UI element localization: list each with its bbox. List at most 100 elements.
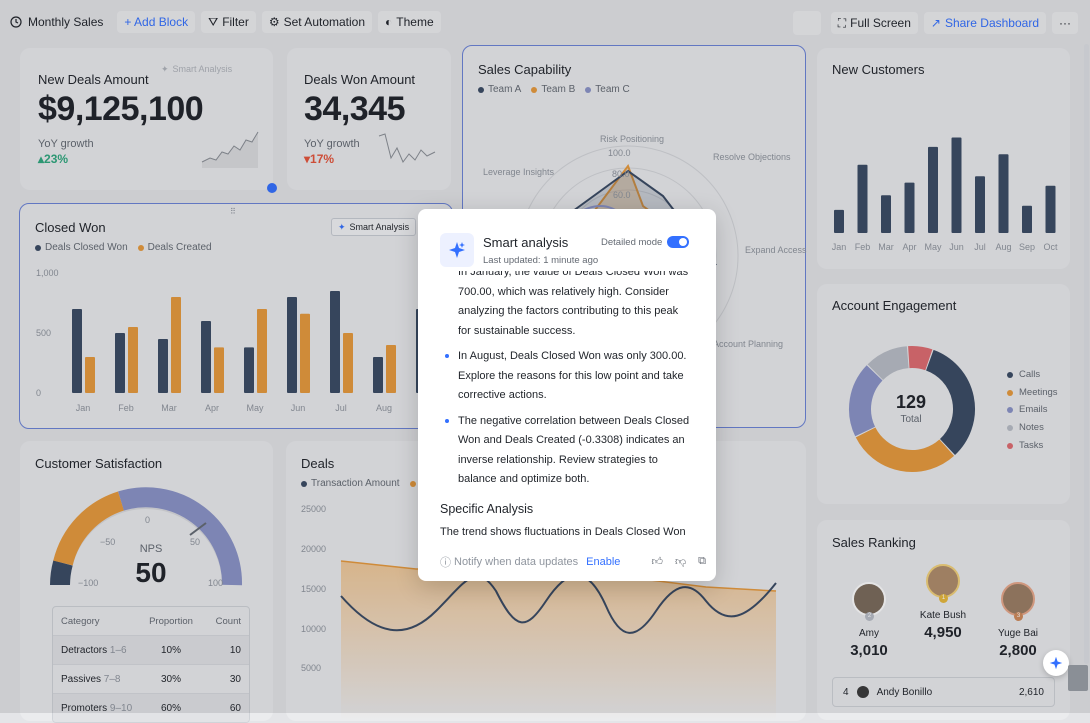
- new-customers-xtick: Jun: [949, 242, 964, 252]
- side-panel-handle[interactable]: [1068, 665, 1088, 691]
- theme-button[interactable]: ◐ Theme: [378, 11, 441, 33]
- deals-won-card[interactable]: Deals Won Amount 34,345 YoY growth ▾17%: [287, 48, 451, 190]
- legend-label: Notes: [1019, 422, 1044, 434]
- legend-team-b-label: Team B: [541, 84, 576, 95]
- row-category-range: 1–6: [109, 644, 127, 656]
- legend-meetings[interactable]: Meetings: [1007, 384, 1058, 402]
- closed-won-xtick: Mar: [161, 403, 177, 413]
- bar-deals-created: [257, 309, 267, 393]
- radar-tick-60: 60.0: [613, 190, 631, 200]
- closed-won-title: Closed Won: [35, 220, 106, 235]
- legend-dot: [1007, 407, 1013, 414]
- new-customers-bar: [904, 182, 915, 233]
- share-dashboard-button[interactable]: ↗ Share Dashboard: [923, 12, 1046, 34]
- ranking-row-rank: 4: [843, 686, 849, 698]
- copy-icon[interactable]: ⧉: [698, 555, 706, 567]
- table-row-detractors[interactable]: Detractors 1–6 10% 10: [53, 635, 249, 664]
- new-customers-card[interactable]: New Customers Jan Feb Mar Apr May Jun Jul Aug Se…: [817, 48, 1070, 269]
- legend-deals-created[interactable]: Deals Created: [137, 242, 212, 253]
- legend-tasks[interactable]: Tasks: [1007, 437, 1058, 455]
- radar-axis-resolve: Resolve Objections: [713, 152, 791, 162]
- closed-won-xtick: Aug: [376, 403, 392, 413]
- ranking-row-value: 2,610: [1018, 686, 1044, 698]
- resize-handle[interactable]: [267, 183, 277, 193]
- legend-team-a[interactable]: Team A: [478, 84, 521, 95]
- avatar-amy[interactable]: [852, 582, 886, 616]
- new-customers-bar: [951, 137, 962, 233]
- rank-name-yuge-bai: Yuge Bai: [997, 628, 1039, 639]
- more-options-button[interactable]: ···: [1052, 12, 1078, 34]
- table-row-passives[interactable]: Passives 7–8 30% 30: [53, 664, 249, 693]
- closed-won-xtick: Feb: [118, 403, 134, 413]
- set-automation-button[interactable]: ⚙ Set Automation: [261, 11, 373, 33]
- account-engagement-card[interactable]: Account Engagement 129 Total Calls Meetin…: [817, 284, 1070, 504]
- gauge-detractors-segment: [50, 560, 73, 586]
- sales-ranking-card[interactable]: Sales Ranking 2 Amy 3,010 1 Kate Bush 4,…: [817, 520, 1070, 720]
- radar-axis-risk: Risk Positioning: [600, 134, 664, 144]
- donut-slice-meetings: [855, 427, 955, 472]
- notify-label: Notify when data updates: [454, 556, 579, 568]
- nps-label: NPS: [139, 543, 163, 555]
- closed-won-xtick: Jun: [291, 403, 306, 413]
- drag-handle-icon[interactable]: ⠿: [230, 207, 236, 216]
- dashboard-title[interactable]: Monthly Sales: [10, 15, 103, 29]
- row-category-name: Promoters: [61, 702, 108, 714]
- row-proportion: 30%: [160, 673, 181, 685]
- ranking-list-row[interactable]: 4 Andy Bonillo 2,610: [832, 677, 1055, 707]
- filter-icon: ⛛: [208, 14, 219, 29]
- detailed-mode-toggle[interactable]: [667, 236, 689, 248]
- avatar-yuge-bai[interactable]: [1001, 582, 1035, 616]
- avatar-kate-bush[interactable]: [926, 564, 960, 598]
- sparkle-icon: ✦: [338, 221, 346, 232]
- thumbs-up-icon[interactable]: 👍︎: [651, 556, 663, 568]
- sparkle-icon: ✦: [161, 63, 169, 74]
- bar-deals-closed-won: [115, 333, 125, 393]
- new-deals-label: New Deals Amount: [38, 72, 149, 87]
- bar-deals-created: [128, 327, 138, 393]
- closed-won-xtick: Apr: [205, 403, 219, 413]
- legend-deals-closed-won[interactable]: Deals Closed Won: [35, 242, 128, 253]
- popup-title: Smart analysis: [483, 235, 569, 250]
- analysis-bullet-3: The negative correlation between Deals C…: [440, 412, 694, 490]
- new-deals-value: $9,125,100: [38, 90, 204, 128]
- thumbs-down-icon[interactable]: 👎︎: [674, 556, 687, 568]
- nps-table: Category Proportion Count Detractors 1–6…: [52, 606, 250, 723]
- vertical-scrollbar[interactable]: [1084, 44, 1089, 664]
- smart-analysis-tag-label: Smart Analysis: [172, 64, 233, 74]
- legend-team-b[interactable]: Team B: [531, 84, 575, 95]
- row-count: 60: [229, 702, 241, 714]
- closed-won-chart: 1,0005000JanFebMarAprMayJunJulAugSep: [36, 268, 439, 413]
- new-deals-growth: ▴23%: [38, 152, 68, 166]
- bar-deals-closed-won: [373, 357, 383, 393]
- legend-dot: [1007, 371, 1013, 378]
- legend-team-c[interactable]: Team C: [585, 84, 630, 95]
- legend-emails[interactable]: Emails: [1007, 401, 1058, 419]
- ai-assistant-button[interactable]: [1043, 650, 1069, 676]
- filter-button[interactable]: ⛛ Filter: [201, 11, 256, 33]
- sales-capability-title: Sales Capability: [478, 62, 572, 77]
- add-block-button[interactable]: + Add Block: [117, 11, 196, 33]
- customer-satisfaction-title: Customer Satisfaction: [35, 456, 163, 471]
- new-deals-card[interactable]: ✦ Smart Analysis New Deals Amount $9,125,…: [20, 48, 273, 190]
- row-category: Passives 7–8: [53, 674, 141, 685]
- legend-calls[interactable]: Calls: [1007, 366, 1058, 384]
- customer-satisfaction-card[interactable]: Customer Satisfaction 0 −50 50 −100 10 0 …: [20, 441, 273, 721]
- closed-won-card[interactable]: ⠿ Closed Won ✦ Smart Analysis Deals Close…: [19, 203, 453, 429]
- row-proportion: 60%: [160, 702, 181, 714]
- legend-transaction-amount[interactable]: Transaction Amount: [301, 478, 400, 489]
- rank-value-kate-bush: 4,950: [924, 624, 962, 641]
- legend-notes[interactable]: Notes: [1007, 419, 1058, 437]
- deals-area-series: [341, 561, 776, 721]
- arrow-down-icon: ▾: [304, 152, 311, 166]
- table-row-promoters[interactable]: Promoters 9–10 60% 60: [53, 693, 249, 722]
- closed-won-smart-analysis-button[interactable]: ✦ Smart Analysis: [331, 218, 417, 236]
- smart-analysis-tag[interactable]: ✦ Smart Analysis: [155, 60, 238, 78]
- sparkle-icon: [440, 233, 474, 267]
- nps-gauge: 0 −50 50 −100 100: [50, 487, 243, 588]
- enable-notify-link[interactable]: Enable: [586, 556, 621, 568]
- gauge-promoters-segment: [118, 487, 243, 586]
- row-category: Detractors 1–6: [53, 645, 141, 656]
- full-screen-button[interactable]: ⛶ Full Screen: [830, 12, 918, 34]
- header-count: Count: [215, 615, 241, 627]
- gauge-tick-minus50: −50: [100, 537, 115, 547]
